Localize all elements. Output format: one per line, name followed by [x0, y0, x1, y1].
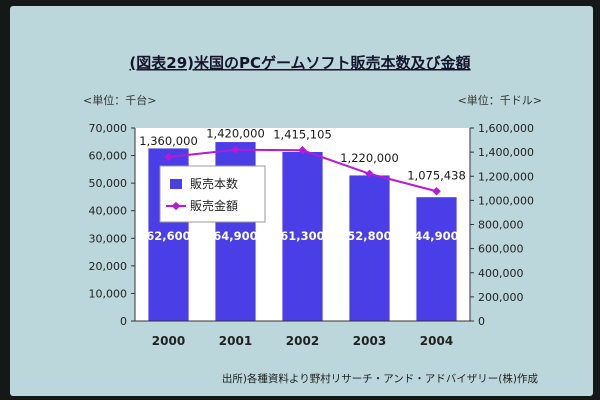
legend-label-bar: 販売本数 [190, 176, 238, 191]
left-tick-label: 30,000 [89, 232, 128, 245]
plot-area: 0 10,000 20,000 30,000 40,000 50,000 60,000 70,… [89, 122, 534, 348]
line-value-label: 1,420,000 [206, 127, 265, 141]
bar-value-label: 44,900 [414, 229, 458, 243]
source-note: 出所)各種資料より野村リサーチ・アンド・アドバイザリー(株)作成 [222, 372, 539, 385]
legend-swatch-marker [171, 201, 181, 211]
bar [282, 151, 323, 321]
right-tick-label: 1,600,000 [478, 122, 534, 135]
left-tick-label: 60,000 [89, 150, 128, 163]
left-tick-label: 10,000 [89, 287, 128, 300]
line-point [164, 152, 173, 162]
x-tick-label: 2002 [286, 334, 319, 348]
combo-chart: (図表29)米国のPCゲームソフト販売本数及び金額 <単位：千台> <単位：千ド… [83, 54, 542, 385]
legend-label-line: 販売金額 [190, 198, 238, 213]
bar-value-label: 61,300 [280, 229, 324, 243]
line-point [432, 187, 441, 196]
right-tick-label: 200,000 [478, 291, 524, 304]
x-tick-label: 2000 [152, 334, 185, 348]
left-tick-label: 50,000 [89, 177, 128, 190]
right-axis-unit: <単位：千ドル> [458, 93, 542, 107]
line-point [365, 169, 374, 179]
x-tick-label: 2001 [219, 334, 252, 348]
bar [416, 197, 457, 321]
bar-value-label: 52,800 [347, 229, 391, 243]
line-point [231, 145, 240, 154]
line-point [298, 146, 307, 155]
left-tick-label: 20,000 [89, 260, 128, 273]
legend-box [159, 165, 266, 223]
left-tick-label: 0 [120, 315, 127, 328]
slide: (図表29)米国のPCゲームソフト販売本数及び金額 <単位：千台> <単位：千ド… [10, 6, 593, 396]
line-value-label: 1,415,105 [273, 127, 332, 141]
right-tick-label: 0 [478, 315, 485, 328]
bar-value-label: 64,900 [213, 229, 257, 243]
x-tick-label: 2004 [420, 334, 453, 348]
right-tick-label: 600,000 [478, 243, 524, 256]
left-axis-unit: <単位：千台> [83, 93, 156, 107]
line-value-label: 1,360,000 [139, 134, 198, 148]
x-tick-label: 2003 [353, 334, 386, 348]
right-tick-label: 1,200,000 [478, 170, 534, 183]
right-tick-label: 400,000 [478, 267, 524, 280]
left-tick-label: 40,000 [89, 205, 128, 218]
right-tick-label: 1,000,000 [478, 194, 534, 207]
line-value-label: 1,075,438 [407, 168, 466, 182]
right-tick-label: 1,400,000 [478, 146, 534, 159]
left-tick-label: 70,000 [89, 122, 128, 135]
bar-value-label: 62,600 [146, 229, 190, 243]
chart-title: (図表29)米国のPCゲームソフト販売本数及び金額 [129, 54, 470, 72]
line-value-label: 1,220,000 [340, 151, 399, 165]
right-tick-label: 800,000 [478, 219, 524, 232]
bar [349, 175, 390, 321]
legend-swatch-bar [170, 179, 182, 189]
